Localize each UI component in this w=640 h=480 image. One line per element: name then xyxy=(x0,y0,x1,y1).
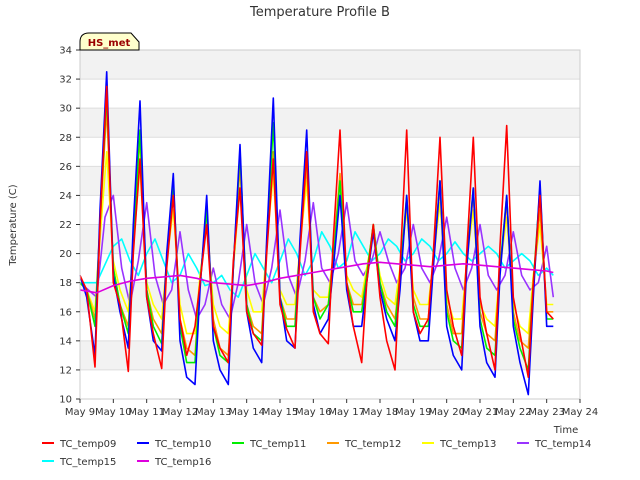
y-tick-label: 30 xyxy=(59,104,72,115)
annotation-badge: HS_met xyxy=(79,32,140,51)
y-tick-label: 12 xyxy=(59,365,72,376)
y-tick-label: 28 xyxy=(59,133,72,144)
x-tick-label: May 20 xyxy=(428,407,465,418)
x-tick-label: May 21 xyxy=(462,407,499,418)
series-lines xyxy=(79,71,555,396)
legend-label: TC_temp12 xyxy=(344,439,401,450)
y-tick-label: 18 xyxy=(59,278,72,289)
legend-item-tc_temp13: TC_temp13 xyxy=(422,439,496,450)
x-tick-label: May 19 xyxy=(395,407,432,418)
x-tick-label: May 17 xyxy=(328,407,365,418)
series-line-tc_temp16 xyxy=(79,261,554,294)
x-tick-label: May 24 xyxy=(562,407,599,418)
x-tick-label: May 13 xyxy=(195,407,232,418)
legend-item-tc_temp11: TC_temp11 xyxy=(232,439,306,450)
legend-item-tc_temp09: TC_temp09 xyxy=(42,439,116,450)
x-tick-label: May 15 xyxy=(262,407,299,418)
legend-label: TC_temp16 xyxy=(154,457,211,468)
x-tick-label: May 10 xyxy=(95,407,132,418)
y-tick-label: 24 xyxy=(59,191,72,202)
x-tick-label: May 16 xyxy=(295,407,332,418)
y-tick-label: 16 xyxy=(59,307,72,318)
series-line-tc_temp09 xyxy=(79,85,554,379)
x-tick-label: May 18 xyxy=(362,407,399,418)
x-tick-label: May 23 xyxy=(528,407,565,418)
y-axis-ticks: 10 12 14 16 18 20 22 24 26 28 30 32 34 xyxy=(59,46,80,406)
background-band xyxy=(80,166,580,196)
x-tick-label: May 9 xyxy=(65,407,95,418)
y-tick-label: 10 xyxy=(59,395,72,406)
legend: TC_temp09 TC_temp10 TC_temp11 TC_temp12 TC_t… xyxy=(42,439,591,468)
y-tick-label: 32 xyxy=(59,75,72,86)
legend-item-tc_temp10: TC_temp10 xyxy=(137,439,211,450)
y-tick-label: 14 xyxy=(59,336,72,347)
legend-label: TC_temp09 xyxy=(59,439,116,450)
annotation-text: HS_met xyxy=(88,38,131,49)
background-band xyxy=(80,50,580,80)
background-band xyxy=(80,224,580,254)
legend-label: TC_temp13 xyxy=(439,439,496,450)
x-tick-label: May 22 xyxy=(495,407,532,418)
x-tick-label: May 11 xyxy=(128,407,165,418)
series-line-tc_temp10 xyxy=(79,71,554,396)
chart-title: Temperature Profile B xyxy=(249,5,390,20)
legend-item-tc_temp14: TC_temp14 xyxy=(517,439,591,450)
legend-label: TC_temp10 xyxy=(154,439,211,450)
y-axis-label: Temperature (C) xyxy=(8,184,19,266)
legend-label: TC_temp14 xyxy=(534,439,591,450)
background-band xyxy=(80,340,580,370)
legend-item-tc_temp15: TC_temp15 xyxy=(42,457,116,468)
y-tick-label: 26 xyxy=(59,162,72,173)
legend-label: TC_temp15 xyxy=(59,457,116,468)
legend-item-tc_temp12: TC_temp12 xyxy=(327,439,401,450)
legend-item-tc_temp16: TC_temp16 xyxy=(137,457,211,468)
y-tick-label: 22 xyxy=(59,220,72,231)
y-tick-label: 34 xyxy=(59,46,72,57)
x-tick-label: May 12 xyxy=(162,407,199,418)
y-tick-label: 20 xyxy=(59,249,72,260)
background-band xyxy=(80,108,580,138)
x-tick-label: May 14 xyxy=(228,407,265,418)
legend-label: TC_temp11 xyxy=(249,439,306,450)
x-axis-label: Time xyxy=(553,425,578,436)
